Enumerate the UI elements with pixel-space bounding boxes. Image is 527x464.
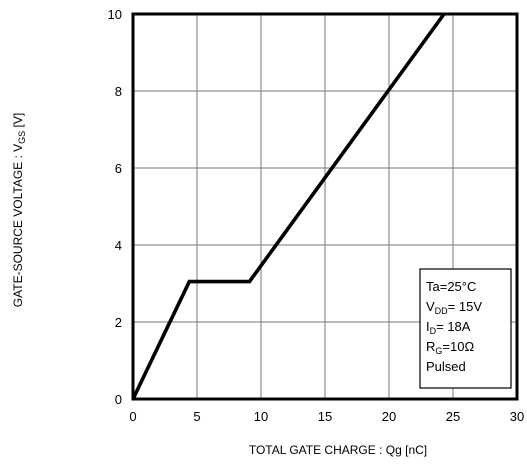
y-tick-label: 6: [115, 161, 122, 176]
plot-frame: [131, 12, 519, 401]
x-tick-label: 25: [446, 409, 460, 424]
y-axis-label: GATE-SOURCE VOLTAGE : VGS [V]: [11, 113, 27, 307]
x-tick-labels: 0 5 10 15 20 25 30: [129, 409, 524, 424]
grid-lines: [133, 14, 517, 399]
x-tick-label: 0: [129, 409, 136, 424]
condition-line: Pulsed: [426, 359, 466, 374]
y-tick-label: 0: [115, 392, 122, 407]
series-layer: [131, 12, 446, 400]
y-tick-label: 8: [115, 84, 122, 99]
y-axis-label-subscript: GS: [17, 131, 27, 144]
series-line: [131, 12, 446, 400]
x-tick-label: 15: [318, 409, 332, 424]
condition-line: Ta=25°C: [426, 279, 476, 294]
y-tick-labels: 0 2 4 6 8 10: [108, 7, 122, 407]
x-tick-label: 5: [193, 409, 200, 424]
y-axis-label-main: GATE-SOURCE VOLTAGE : V: [11, 144, 25, 307]
legend-box: [419, 268, 512, 389]
x-tick-label: 20: [382, 409, 396, 424]
y-tick-label: 2: [115, 315, 122, 330]
condition-line: RG=10Ω: [426, 339, 474, 356]
x-tick-label: 10: [254, 409, 268, 424]
y-tick-label: 4: [115, 238, 122, 253]
x-axis-label: TOTAL GATE CHARGE : Qg [nC]: [249, 443, 427, 457]
x-tick-label: 30: [510, 409, 524, 424]
y-axis-label-unit: [V]: [11, 113, 25, 131]
conditions-legend: Ta=25°C VDD= 15V ID= 18A RG=10Ω Pulsed: [419, 268, 512, 389]
condition-line: VDD= 15V: [426, 299, 482, 316]
condition-line: ID= 18A: [426, 319, 471, 336]
y-tick-label: 10: [108, 7, 122, 22]
